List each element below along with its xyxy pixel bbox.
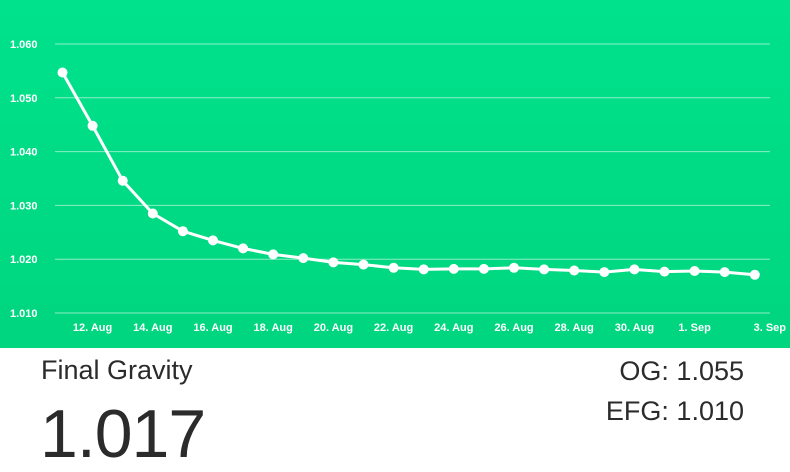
y-tick-label: 1.040: [10, 147, 38, 159]
data-point: [388, 262, 399, 273]
data-point: [659, 266, 670, 277]
y-tick-label: 1.060: [10, 39, 38, 51]
x-tick-label: 18. Aug: [254, 322, 293, 334]
data-point: [749, 269, 760, 280]
y-tick-label: 1.050: [10, 93, 38, 105]
final-gravity-value: 1.017: [40, 396, 206, 472]
x-tick-label: 22. Aug: [374, 322, 413, 334]
data-point: [238, 243, 249, 254]
x-axis-labels: 12. Aug 14. Aug 16. Aug 18. Aug 20. Aug 22. A…: [73, 322, 786, 334]
data-point: [147, 208, 158, 219]
data-point: [358, 259, 369, 270]
data-point: [478, 263, 489, 274]
y-tick-label: 1.020: [10, 254, 38, 266]
x-tick-label: 30. Aug: [615, 322, 654, 334]
x-tick-label: 24. Aug: [434, 322, 473, 334]
x-tick-label: 26. Aug: [494, 322, 533, 334]
data-point: [418, 264, 429, 275]
y-tick-label: 1.030: [10, 200, 38, 212]
x-tick-label: 14. Aug: [133, 322, 172, 334]
y-axis-labels: 1.010 1.020 1.030 1.040 1.050 1.060: [10, 39, 38, 320]
gravity-chart-svg: 1.010 1.020 1.030 1.040 1.050 1.060 12. Aug 14…: [0, 0, 790, 348]
x-tick-label: 1. Sep: [678, 322, 711, 334]
gravity-series-line: [61, 71, 757, 277]
data-point: [177, 226, 188, 237]
x-tick-label: 12. Aug: [73, 322, 112, 334]
data-point: [268, 249, 279, 260]
efg-stat: EFG: 1.010: [605, 396, 744, 426]
data-point: [298, 253, 309, 264]
grid-lines: [55, 43, 770, 314]
data-point: [57, 67, 68, 78]
data-point: [629, 264, 640, 275]
og-stat: OG: 1.055: [619, 356, 744, 386]
data-point: [569, 265, 580, 276]
final-gravity-label: Final Gravity: [41, 355, 193, 385]
data-point: [599, 267, 610, 278]
x-tick-label: 16. Aug: [193, 322, 232, 334]
gravity-points: [57, 67, 760, 280]
data-point: [539, 264, 550, 275]
gravity-chart: 1.010 1.020 1.030 1.040 1.050 1.060 12. Aug 14…: [0, 0, 790, 348]
data-point: [87, 120, 98, 131]
x-tick-label: 3. Sep: [754, 322, 787, 334]
data-point: [448, 263, 459, 274]
data-point: [117, 175, 128, 186]
data-point: [328, 257, 339, 268]
data-point: [208, 235, 218, 246]
data-point: [509, 262, 519, 273]
y-tick-label: 1.010: [10, 308, 38, 320]
data-point: [719, 267, 730, 278]
data-point: [689, 266, 700, 276]
x-tick-label: 28. Aug: [555, 322, 594, 334]
x-tick-label: 20. Aug: [314, 322, 353, 334]
